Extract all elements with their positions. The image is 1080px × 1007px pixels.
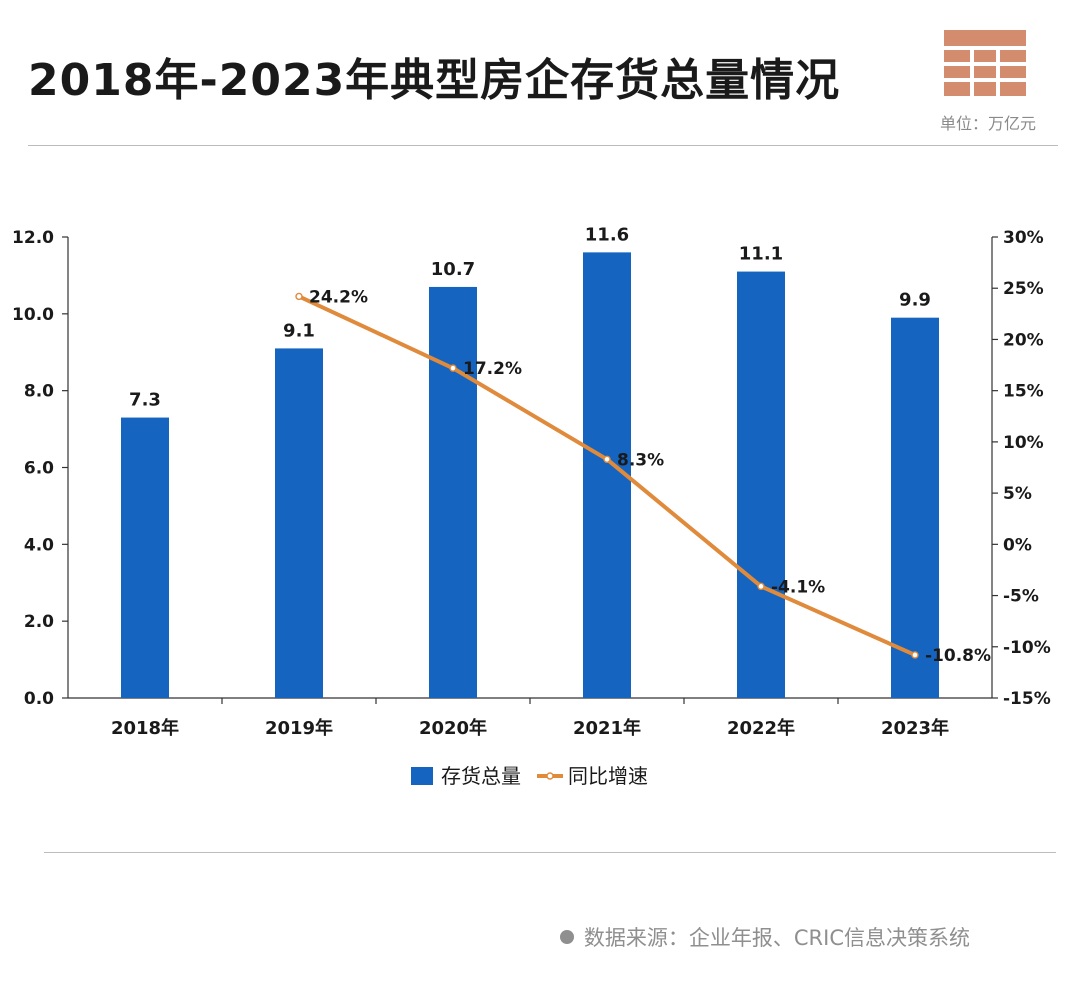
right-tick-label: 30% bbox=[1003, 228, 1044, 248]
legend-bar-label: 存货总量 bbox=[441, 764, 521, 788]
unit-label: 单位：万亿元 bbox=[939, 114, 1036, 133]
right-tick-label: -15% bbox=[1003, 689, 1051, 709]
right-tick-label: 25% bbox=[1003, 279, 1044, 299]
line-point bbox=[449, 364, 457, 372]
bar-value-label: 9.9 bbox=[899, 290, 931, 311]
bar bbox=[737, 271, 785, 698]
right-tick-label: 20% bbox=[1003, 330, 1044, 350]
right-tick-label: 15% bbox=[1003, 382, 1044, 402]
line-point bbox=[603, 455, 611, 464]
right-tick-label: -5% bbox=[1003, 587, 1039, 607]
left-tick-label: 10.0 bbox=[12, 305, 54, 325]
left-tick-label: 0.0 bbox=[24, 689, 54, 709]
right-tick-label: -10% bbox=[1003, 638, 1051, 658]
bar bbox=[429, 286, 477, 698]
bottom-divider bbox=[44, 852, 1056, 853]
right-tick-label: 10% bbox=[1003, 433, 1044, 453]
table-logo-icon bbox=[944, 30, 1026, 96]
page-title: 2018年-2023年典型房企存货总量情况 bbox=[28, 55, 841, 106]
bar-value-label: 9.1 bbox=[283, 320, 315, 341]
line-value-label: 17.2% bbox=[463, 359, 522, 379]
bar bbox=[275, 348, 323, 698]
line-value-label: 24.2% bbox=[309, 287, 368, 307]
line-point bbox=[911, 651, 919, 659]
bar bbox=[121, 417, 169, 698]
left-tick-label: 8.0 bbox=[24, 382, 54, 402]
bar-value-label: 7.3 bbox=[129, 390, 161, 411]
bullet-icon bbox=[559, 930, 574, 944]
bar-value-label: 11.1 bbox=[739, 244, 783, 265]
left-tick-label: 4.0 bbox=[24, 535, 54, 555]
bar bbox=[891, 317, 939, 698]
line-point bbox=[757, 582, 765, 591]
bar-value-label: 10.7 bbox=[431, 259, 475, 280]
x-tick-label: 2020年 bbox=[419, 717, 487, 739]
legend-line-marker bbox=[546, 772, 554, 780]
source-note: 数据来源：企业年报、CRIC信息决策系统 bbox=[559, 922, 970, 952]
line-value-label: -10.8% bbox=[925, 646, 991, 666]
source-text: 数据来源：企业年报、CRIC信息决策系统 bbox=[583, 926, 970, 950]
x-tick-label: 2018年 bbox=[111, 717, 179, 739]
line-value-label: -4.1% bbox=[771, 577, 825, 597]
chart: 0.0 2.0 4.0 6.0 8.0 10.0 12.0 -15% -10% -5% 0% 5% 10… bbox=[12, 224, 1051, 788]
top-divider bbox=[28, 145, 1058, 146]
bar-value-label: 11.6 bbox=[585, 224, 629, 245]
legend-line-label: 同比增速 bbox=[568, 764, 648, 788]
x-tick-label: 2021年 bbox=[573, 717, 641, 739]
bar bbox=[583, 252, 631, 698]
left-tick-label: 2.0 bbox=[24, 612, 54, 632]
line-value-label: 8.3% bbox=[617, 450, 664, 470]
line-point bbox=[295, 292, 303, 301]
legend-bar-swatch bbox=[411, 767, 433, 785]
right-tick-label: 5% bbox=[1003, 484, 1032, 504]
right-tick-label: 0% bbox=[1003, 535, 1032, 555]
left-tick-label: 6.0 bbox=[24, 459, 54, 479]
left-tick-label: 12.0 bbox=[12, 228, 54, 248]
x-tick-label: 2019年 bbox=[265, 717, 333, 739]
x-tick-label: 2023年 bbox=[881, 717, 949, 739]
x-tick-label: 2022年 bbox=[727, 717, 795, 739]
